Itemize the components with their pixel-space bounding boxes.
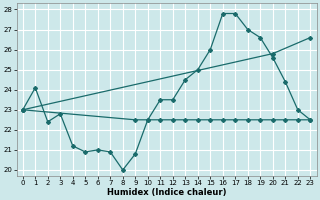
- X-axis label: Humidex (Indice chaleur): Humidex (Indice chaleur): [107, 188, 226, 197]
